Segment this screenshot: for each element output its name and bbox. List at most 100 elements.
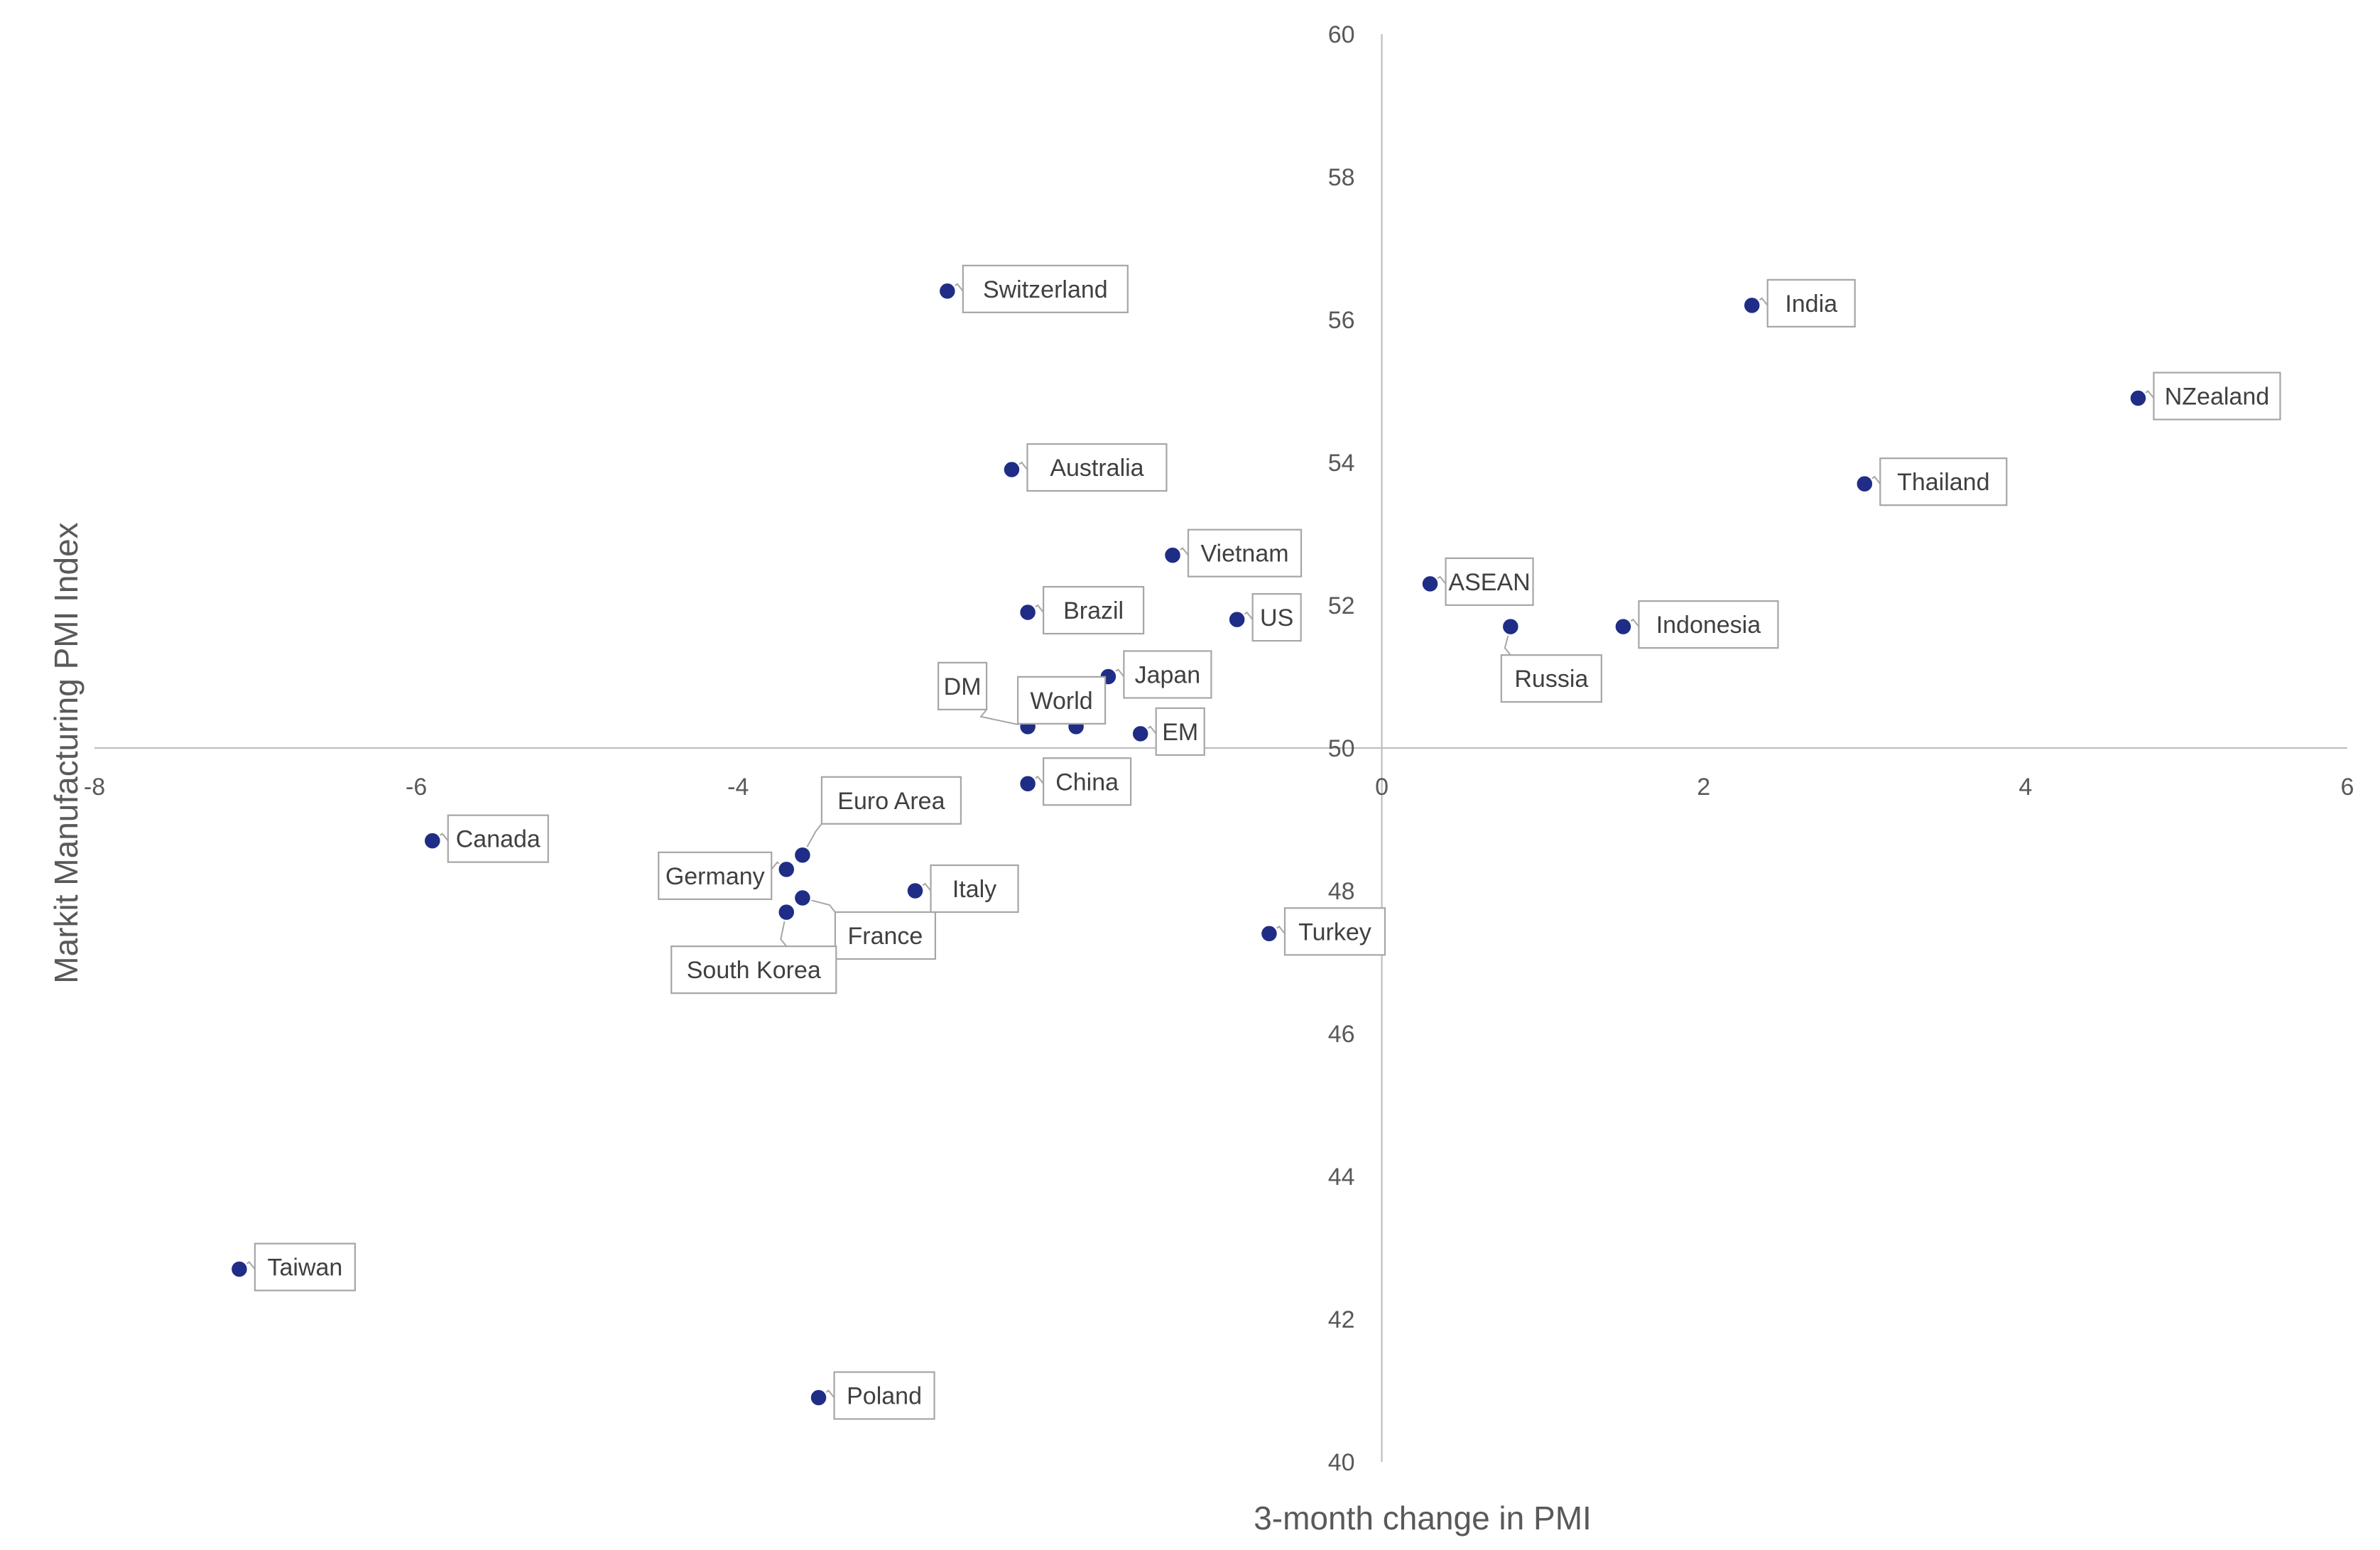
- data-point: [1163, 546, 1183, 565]
- y-tick-label: 40: [1328, 1449, 1355, 1476]
- data-label-box: [1016, 676, 1107, 725]
- x-tick-label: 2: [1697, 774, 1710, 801]
- data-label-box: [1155, 707, 1205, 757]
- data-label-text: China: [1055, 769, 1119, 796]
- data-point: [777, 860, 796, 879]
- data-label: Euro Area: [820, 776, 962, 825]
- data-label-box: [1251, 592, 1302, 642]
- data-label-text: Russia: [1514, 666, 1588, 693]
- data-label-box: [1123, 650, 1212, 699]
- data-label-box: [930, 864, 1019, 914]
- data-label-box: [254, 1242, 357, 1291]
- data-point: [423, 831, 442, 850]
- x-tick-label: -8: [84, 774, 105, 801]
- data-label-box: [1766, 278, 1856, 327]
- data-label-box: [1879, 457, 2008, 506]
- data-label-text: South Korea: [687, 957, 821, 984]
- data-label: DM: [938, 661, 988, 710]
- data-label-box: [1187, 529, 1303, 578]
- data-label-box: [1043, 585, 1145, 635]
- data-label: India: [1766, 278, 1856, 327]
- x-tick-labels: -8-6-4-20246: [84, 774, 2354, 801]
- data-label: Thailand: [1879, 457, 2008, 506]
- x-tick-label: 4: [2018, 774, 2032, 801]
- y-axis-title: Markit Manufacturing PMI Index: [48, 522, 85, 983]
- y-tick-label: 56: [1328, 307, 1355, 334]
- data-point: [2129, 389, 2148, 408]
- data-label-box: [834, 911, 937, 960]
- data-point: [1614, 617, 1633, 636]
- data-label-text: EM: [1162, 719, 1198, 746]
- data-label: Vietnam: [1187, 529, 1303, 578]
- y-tick-label: 48: [1328, 878, 1355, 905]
- data-label: ASEAN: [1445, 557, 1534, 606]
- data-label: Australia: [1026, 443, 1168, 492]
- data-labels: Switzerland India NZealand Australia Thailan…: [254, 264, 2281, 1420]
- data-label: Poland: [833, 1371, 935, 1420]
- data-point: [1420, 574, 1440, 594]
- data-label-text: Turkey: [1298, 918, 1371, 945]
- y-tick-label: 44: [1328, 1164, 1355, 1191]
- data-label-box: [1026, 443, 1168, 492]
- x-tick-label: 0: [1375, 774, 1389, 801]
- label-leader-line: [979, 709, 1028, 727]
- data-label-text: Indonesia: [1656, 612, 1761, 639]
- data-label-text: Brazil: [1063, 597, 1124, 624]
- data-point: [229, 1259, 249, 1279]
- data-label: Turkey: [1283, 907, 1386, 956]
- data-label-box: [1500, 654, 1602, 703]
- data-point: [793, 845, 813, 865]
- data-label-box: [833, 1371, 935, 1420]
- data-label-text: Australia: [1050, 455, 1143, 482]
- data-label: Japan: [1123, 650, 1212, 699]
- data-point: [1227, 609, 1246, 629]
- data-label: Taiwan: [254, 1242, 357, 1291]
- data-label: Italy: [930, 864, 1019, 914]
- x-axis-title: 3-month change in PMI: [1254, 1500, 1592, 1537]
- data-label: EM: [1155, 707, 1205, 757]
- data-label: NZealand: [2153, 372, 2281, 421]
- x-tick-label: -6: [406, 774, 427, 801]
- data-label-box: [670, 945, 837, 995]
- data-label-text: World: [1030, 688, 1092, 715]
- data-label-text: Euro Area: [837, 788, 945, 815]
- data-label-box: [658, 851, 773, 900]
- data-label-box: [447, 814, 549, 863]
- data-label-box: [1445, 557, 1534, 606]
- data-label: Indonesia: [1638, 600, 1779, 649]
- data-label-text: Thailand: [1897, 469, 1989, 496]
- data-label: Brazil: [1043, 585, 1145, 635]
- data-label-text: Germany: [665, 863, 765, 890]
- data-label-text: Taiwan: [267, 1254, 342, 1281]
- y-tick-label: 54: [1328, 450, 1355, 477]
- data-label-text: France: [848, 923, 923, 950]
- data-label-text: ASEAN: [1448, 569, 1530, 596]
- data-label-text: NZealand: [2165, 384, 2269, 411]
- x-tick-label: -4: [727, 774, 749, 801]
- data-label: China: [1043, 757, 1132, 806]
- y-tick-label: 42: [1328, 1306, 1355, 1333]
- data-point: [777, 902, 796, 922]
- y-tick-labels: 40 42 44 46 48 50 52 54 56 58 60: [1328, 21, 1355, 1476]
- data-label-box: [2153, 372, 2281, 421]
- data-label: Switzerland: [962, 264, 1129, 313]
- y-tick-label: 60: [1328, 21, 1355, 48]
- data-label-text: Italy: [952, 876, 996, 903]
- data-label: Russia: [1500, 654, 1602, 703]
- data-label-box: [1043, 757, 1132, 806]
- data-point: [1855, 474, 1874, 494]
- data-label: Canada: [447, 814, 549, 863]
- data-label: France: [834, 911, 937, 960]
- data-point: [1018, 774, 1038, 793]
- data-point: [1501, 617, 1521, 636]
- data-label-text: Vietnam: [1200, 541, 1288, 568]
- data-points: [229, 281, 2148, 1407]
- data-label: South Korea: [670, 945, 837, 995]
- data-point: [906, 881, 925, 901]
- data-point: [1259, 924, 1279, 943]
- data-point: [1131, 724, 1150, 744]
- data-label-box: [938, 661, 988, 710]
- data-label-text: Canada: [456, 826, 540, 853]
